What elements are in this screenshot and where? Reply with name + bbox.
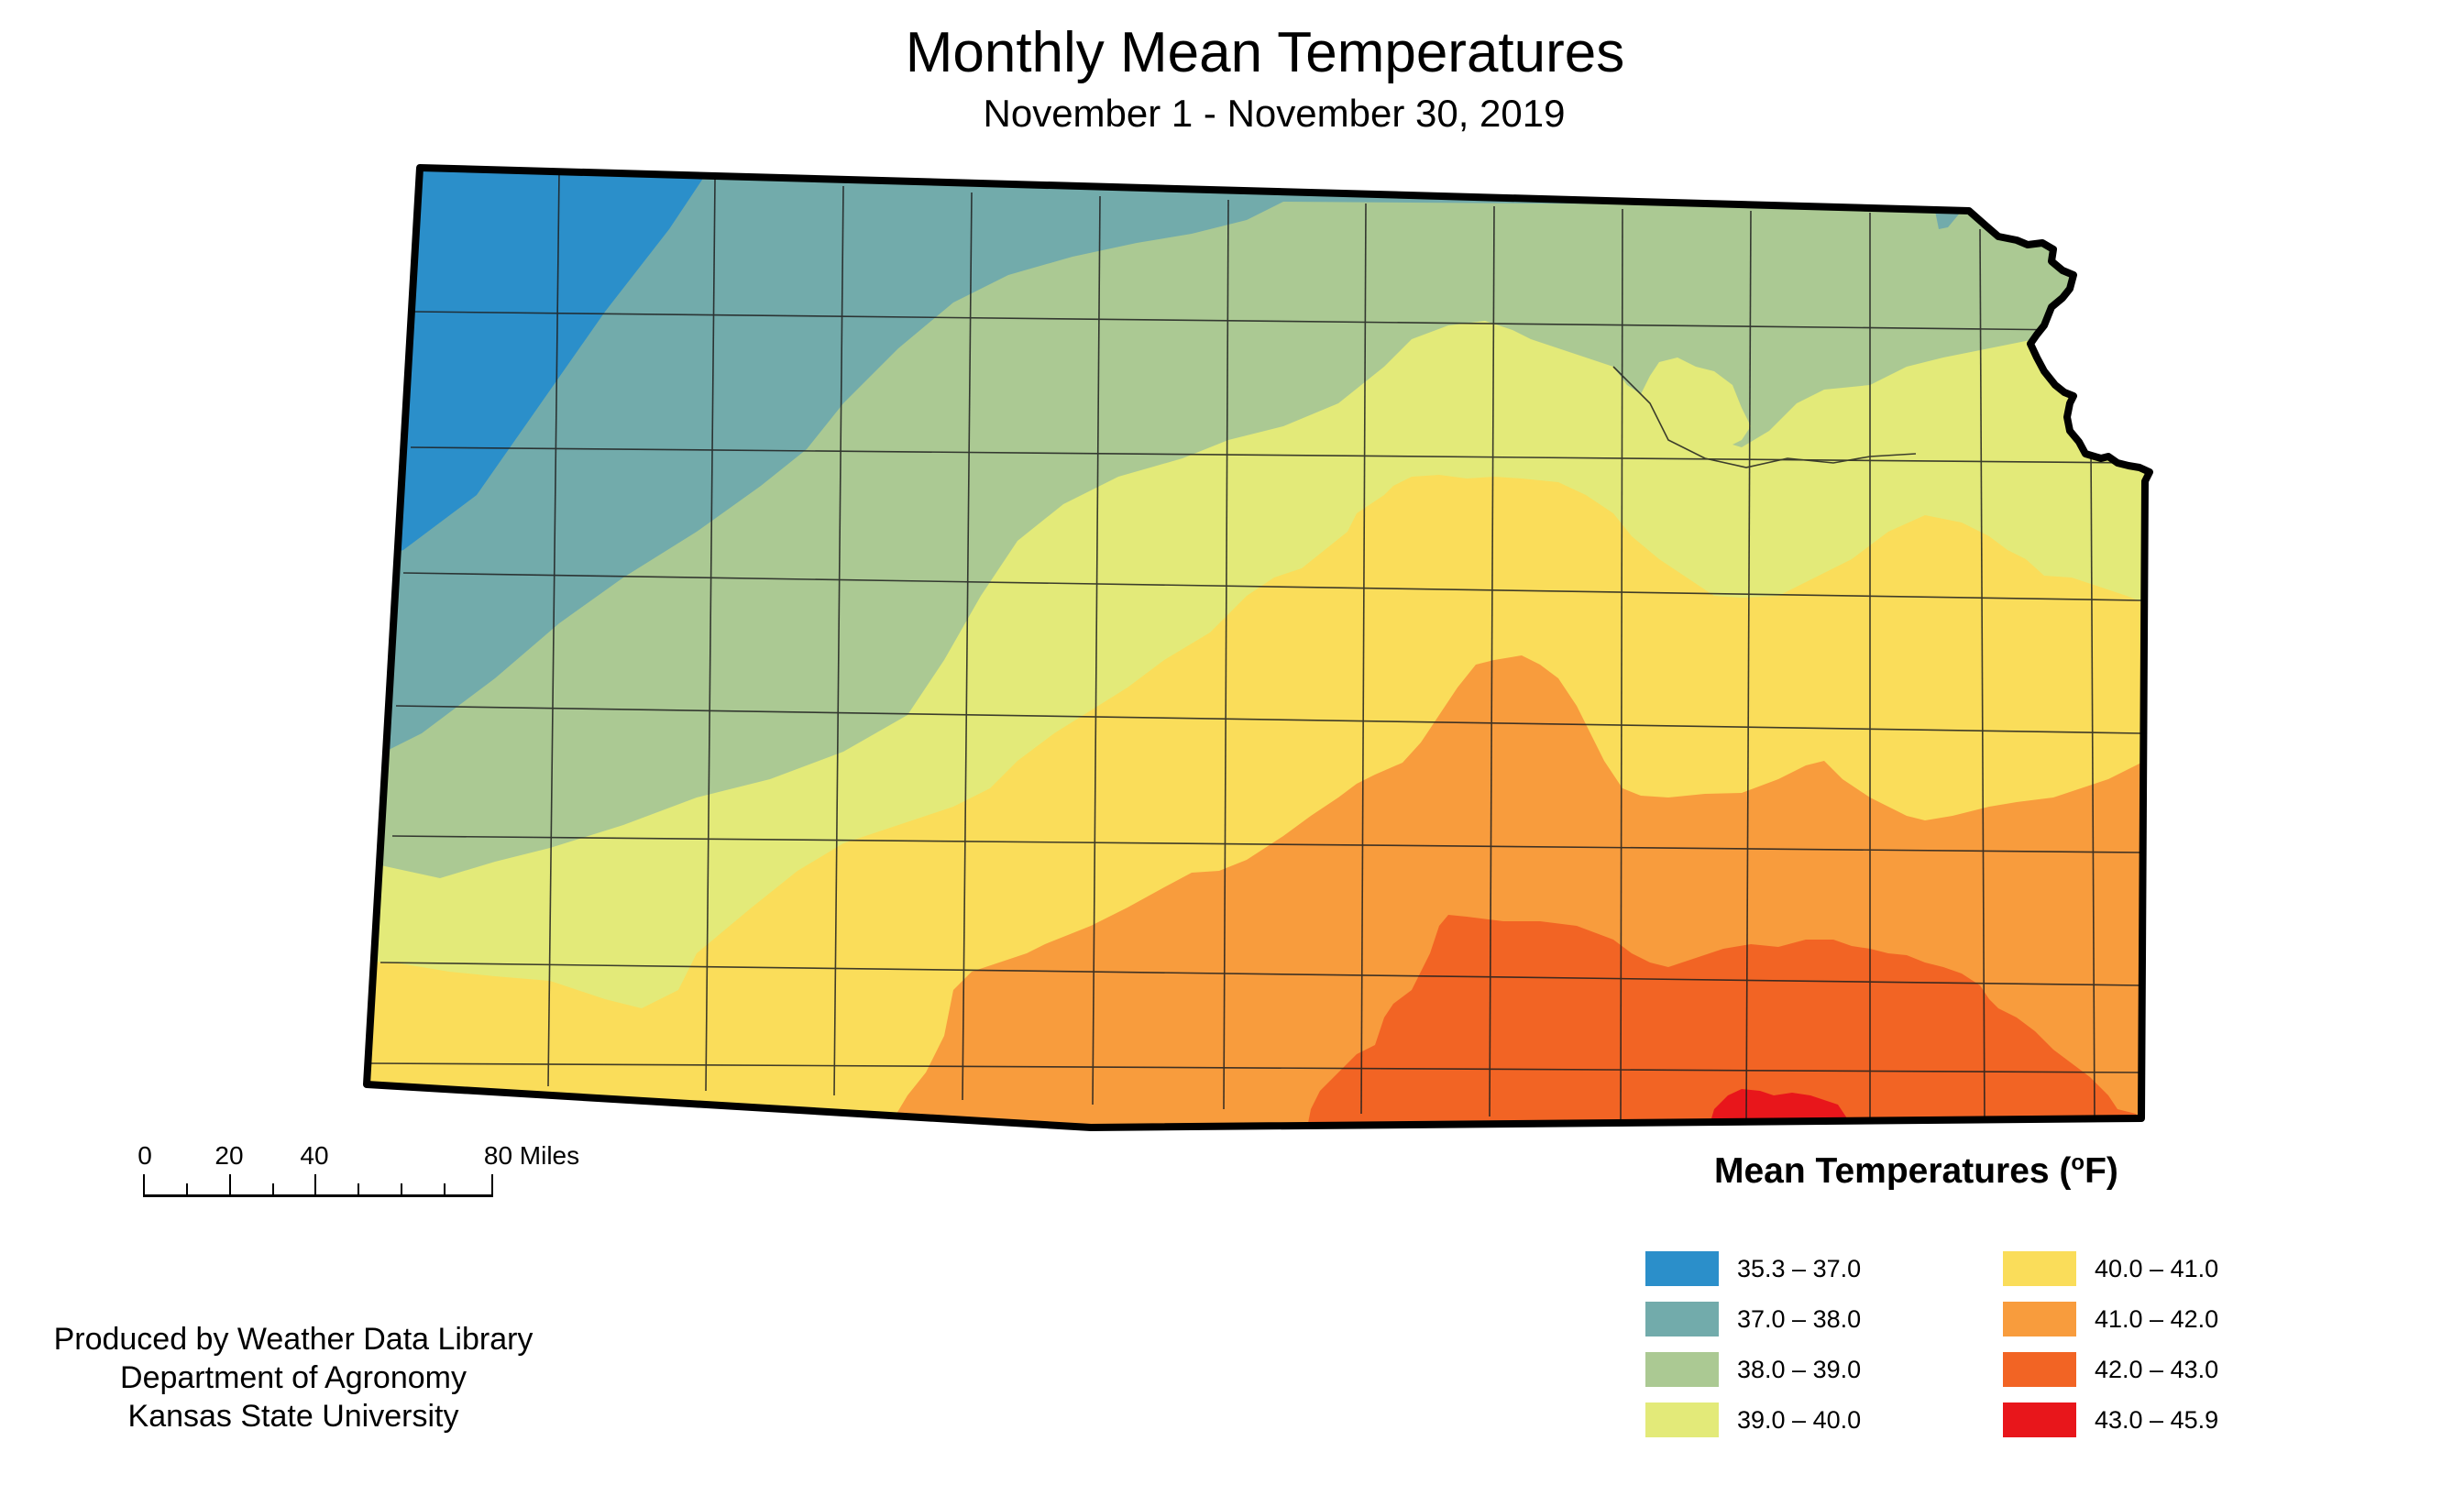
credits: Produced by Weather Data Library Departm… [37, 1320, 550, 1436]
legend-title: Mean Temperatures (oF) [1714, 1150, 2118, 1192]
scale-label-40: 40 [300, 1141, 329, 1170]
legend-item: 40.0 – 41.0 [2003, 1251, 2315, 1288]
legend-title-text: Mean Temperatures ( [1714, 1151, 2072, 1191]
legend-label: 43.0 – 45.9 [2095, 1406, 2219, 1434]
scale-bar: 0 20 40 80 Miles [138, 1141, 579, 1215]
scale-tick [401, 1183, 402, 1194]
credit-line: Department of Agronomy [120, 1360, 467, 1395]
map-title: Monthly Mean Temperatures [905, 21, 1625, 84]
legend-label: 39.0 – 40.0 [1737, 1406, 1862, 1434]
legend-label: 35.3 – 37.0 [1737, 1255, 1862, 1282]
legend-item: 39.0 – 40.0 [1645, 1402, 1957, 1439]
legend-label: 40.0 – 41.0 [2095, 1255, 2219, 1282]
map-subtitle: November 1 - November 30, 2019 [983, 92, 1566, 135]
scale-tick [444, 1183, 446, 1194]
scale-tick [272, 1183, 274, 1194]
legend-item: 41.0 – 42.0 [2003, 1302, 2315, 1338]
legend: 35.3 – 37.0 37.0 – 38.0 38.0 – 39.0 39.0… [1645, 1251, 2305, 1453]
scale-line [143, 1194, 493, 1197]
scale-label-0: 0 [138, 1141, 152, 1170]
scale-tick [229, 1174, 231, 1194]
scale-tick [143, 1174, 145, 1194]
credit-line: Kansas State University [127, 1399, 459, 1434]
legend-swatch [1645, 1352, 1719, 1387]
scale-tick [186, 1183, 188, 1194]
legend-swatch [2003, 1251, 2076, 1286]
scale-tick [491, 1174, 493, 1194]
legend-swatch [2003, 1302, 2076, 1336]
legend-label: 41.0 – 42.0 [2095, 1305, 2219, 1333]
scale-tick [358, 1183, 359, 1194]
legend-item: 35.3 – 37.0 [1645, 1251, 1957, 1288]
legend-item: 43.0 – 45.9 [2003, 1402, 2315, 1439]
legend-label: 38.0 – 39.0 [1737, 1356, 1862, 1383]
legend-item: 38.0 – 39.0 [1645, 1352, 1957, 1389]
credit-line: Produced by Weather Data Library [53, 1322, 534, 1357]
legend-title-suffix: F) [2084, 1151, 2118, 1191]
legend-swatch [2003, 1402, 2076, 1437]
legend-swatch [1645, 1302, 1719, 1336]
scale-tick [314, 1174, 316, 1194]
scale-label-80-miles: 80 Miles [483, 1141, 580, 1170]
temperature-zones [367, 168, 2150, 1128]
legend-swatch [2003, 1352, 2076, 1387]
legend-label: 37.0 – 38.0 [1737, 1305, 1862, 1333]
legend-item: 37.0 – 38.0 [1645, 1302, 1957, 1338]
legend-swatch [1645, 1402, 1719, 1437]
legend-label: 42.0 – 43.0 [2095, 1356, 2219, 1383]
kansas-state-outline [363, 164, 2153, 1131]
degree-symbol: o [2071, 1150, 2085, 1175]
scale-label-20: 20 [214, 1141, 244, 1170]
legend-swatch [1645, 1251, 1719, 1286]
legend-item: 42.0 – 43.0 [2003, 1352, 2315, 1389]
